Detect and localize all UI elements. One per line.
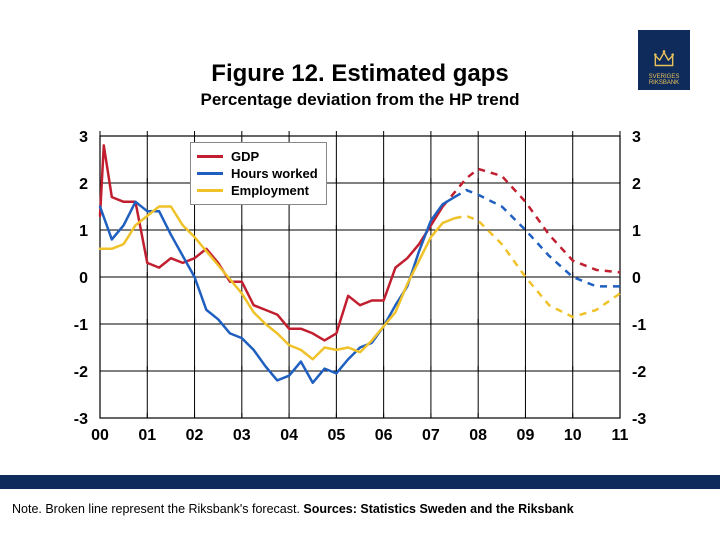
chart-legend: GDP Hours worked Employment bbox=[190, 142, 327, 205]
legend-label: GDP bbox=[231, 149, 259, 164]
svg-text:07: 07 bbox=[422, 427, 440, 444]
svg-text:-2: -2 bbox=[74, 364, 88, 381]
sources-label: Sources: bbox=[303, 502, 360, 516]
chart-container: -3-3-2-2-1-10011223300010203040506070809… bbox=[70, 130, 650, 450]
svg-text:0: 0 bbox=[632, 270, 641, 287]
sources-text: Statistics Sweden and the Riksbank bbox=[360, 502, 573, 516]
svg-text:05: 05 bbox=[327, 427, 345, 444]
svg-text:01: 01 bbox=[138, 427, 156, 444]
svg-text:2: 2 bbox=[632, 176, 641, 193]
svg-text:-3: -3 bbox=[74, 411, 88, 428]
svg-text:2: 2 bbox=[79, 176, 88, 193]
legend-swatch bbox=[197, 172, 223, 175]
svg-text:11: 11 bbox=[612, 427, 629, 444]
footer-note: Note. Broken line represent the Riksbank… bbox=[12, 502, 303, 516]
chart-svg: -3-3-2-2-1-10011223300010203040506070809… bbox=[70, 130, 650, 450]
svg-text:10: 10 bbox=[564, 427, 582, 444]
svg-text:09: 09 bbox=[517, 427, 535, 444]
legend-item: GDP bbox=[197, 149, 318, 164]
svg-text:1: 1 bbox=[632, 223, 641, 240]
svg-text:06: 06 bbox=[375, 427, 393, 444]
figure-subtitle: Percentage deviation from the HP trend bbox=[0, 90, 720, 110]
figure-title: Figure 12. Estimated gaps bbox=[0, 60, 720, 88]
svg-text:-1: -1 bbox=[74, 317, 88, 334]
svg-text:00: 00 bbox=[91, 427, 109, 444]
svg-text:-1: -1 bbox=[632, 317, 646, 334]
legend-item: Employment bbox=[197, 183, 318, 198]
svg-text:04: 04 bbox=[280, 427, 298, 444]
legend-label: Hours worked bbox=[231, 166, 318, 181]
footer-text: Note. Broken line represent the Riksbank… bbox=[12, 502, 708, 516]
legend-item: Hours worked bbox=[197, 166, 318, 181]
legend-label: Employment bbox=[231, 183, 309, 198]
svg-text:03: 03 bbox=[233, 427, 251, 444]
legend-swatch bbox=[197, 155, 223, 158]
svg-text:-3: -3 bbox=[632, 411, 646, 428]
svg-text:-2: -2 bbox=[632, 364, 646, 381]
svg-text:08: 08 bbox=[469, 427, 487, 444]
svg-text:0: 0 bbox=[79, 270, 88, 287]
svg-text:3: 3 bbox=[632, 130, 641, 146]
svg-text:1: 1 bbox=[79, 223, 88, 240]
svg-text:3: 3 bbox=[79, 130, 88, 146]
legend-swatch bbox=[197, 189, 223, 192]
svg-text:02: 02 bbox=[186, 427, 204, 444]
separator-bar bbox=[0, 475, 720, 489]
